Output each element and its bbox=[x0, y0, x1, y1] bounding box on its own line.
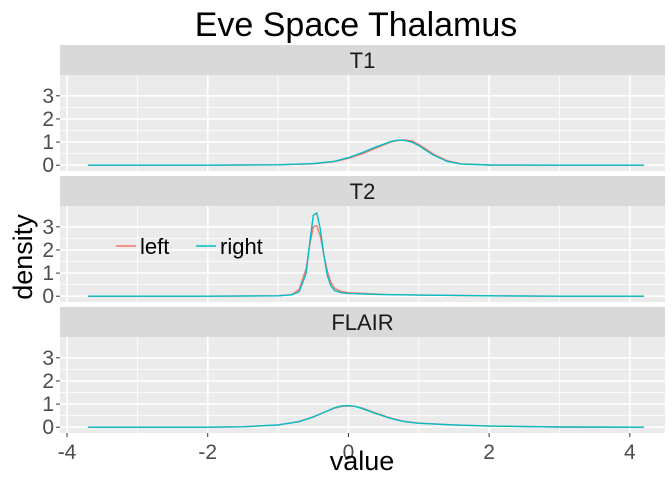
y-tick-label: 3 bbox=[42, 216, 54, 239]
density-line-right bbox=[88, 139, 644, 166]
y-tick-label: 2 bbox=[42, 239, 54, 262]
x-tick-label: -2 bbox=[198, 441, 217, 464]
y-tick-label: 0 bbox=[42, 416, 54, 439]
x-tick-label: -4 bbox=[58, 441, 77, 464]
facet-strip bbox=[60, 45, 665, 75]
x-axis: -4 -2 0 2 4 bbox=[58, 433, 636, 464]
legend: left right bbox=[116, 234, 263, 259]
panel-background bbox=[60, 206, 665, 302]
facet-label: T1 bbox=[350, 48, 376, 73]
x-tick-label: 0 bbox=[343, 441, 355, 464]
y-tick-label: 3 bbox=[42, 85, 54, 108]
chart-title: Eve Space Thalamus bbox=[195, 6, 518, 44]
density-line-right bbox=[88, 405, 644, 428]
y-tick-label: 2 bbox=[42, 370, 54, 393]
y-tick-label: 0 bbox=[42, 285, 54, 308]
panel-background bbox=[60, 337, 665, 433]
y-tick-label: 2 bbox=[42, 108, 54, 131]
y-tick-label: 0 bbox=[42, 154, 54, 177]
density-line-right bbox=[88, 212, 644, 297]
y-tick-label: 1 bbox=[42, 393, 54, 416]
facet-strip bbox=[60, 307, 665, 337]
facet-label: T2 bbox=[350, 179, 376, 204]
legend-label-right: right bbox=[220, 234, 263, 259]
x-axis-title: value bbox=[330, 446, 395, 476]
y-axis-title: density bbox=[8, 214, 38, 300]
x-tick-label: 4 bbox=[624, 441, 636, 464]
panel-background bbox=[60, 75, 665, 171]
legend-label-left: left bbox=[140, 234, 169, 259]
y-tick-label: 1 bbox=[42, 131, 54, 154]
facet-label: FLAIR bbox=[331, 310, 393, 335]
x-tick-label: 2 bbox=[483, 441, 495, 464]
y-tick-label: 1 bbox=[42, 262, 54, 285]
facet-strip bbox=[60, 176, 665, 206]
y-tick-label: 3 bbox=[42, 347, 54, 370]
